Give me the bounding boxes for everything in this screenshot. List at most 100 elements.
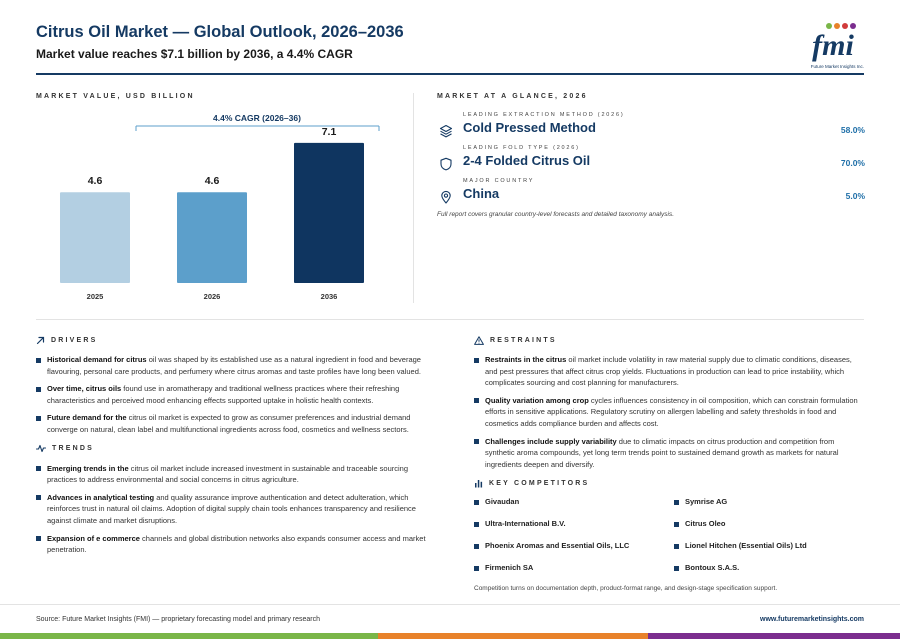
bullet-text: cycles influences consistency in oil com… bbox=[485, 395, 858, 428]
bullet-text: oil was shaped by its established use as… bbox=[47, 355, 421, 376]
trends-label: TRENDS bbox=[52, 445, 94, 453]
list-item: Historical demand for citrus oil was sha… bbox=[36, 354, 426, 377]
bullet-text: due to climatic impacts on citrus produc… bbox=[485, 436, 839, 469]
drivers-header: DRIVERS bbox=[36, 335, 426, 345]
fmi-logo: fmi bbox=[812, 23, 856, 62]
bullet-lead: Emerging trends in the bbox=[47, 463, 129, 473]
website-link[interactable]: www.futuremarketinsights.com bbox=[760, 616, 864, 623]
list-item: Future demand for the citrus oil market … bbox=[36, 412, 426, 435]
bar-2036 bbox=[294, 142, 364, 283]
chart-section-label: MARKET VALUE, USD BILLION bbox=[36, 93, 195, 100]
bullet-text: found use in aromatherapy and traditiona… bbox=[47, 384, 400, 405]
bullet-lead: Over time, citrus oils bbox=[47, 384, 122, 394]
list-item: Challenges include supply variability du… bbox=[474, 436, 864, 471]
glance-share-value: 5.0% bbox=[845, 191, 865, 201]
bullet-lead: Restraints in the citrus bbox=[485, 355, 567, 364]
x-tick-label: 2036 bbox=[321, 292, 338, 301]
glance-sub-label: MAJOR COUNTRY bbox=[463, 178, 535, 184]
glance-segment-name: 2-4 Folded Citrus Oil bbox=[463, 153, 591, 168]
bar-value-label: 4.6 bbox=[88, 175, 103, 187]
bar-2026 bbox=[177, 192, 247, 283]
competitors-note: Competition turns on documentation depth… bbox=[474, 585, 778, 593]
list-item: Advances in analytical testing and quali… bbox=[36, 492, 426, 527]
glance-sub-label: LEADING EXTRACTION METHOD (2026) bbox=[463, 112, 625, 118]
trend-line-icon bbox=[36, 445, 46, 453]
competitors-header: KEY COMPETITORS bbox=[474, 478, 864, 488]
report-header: Citrus Oil Market — Global Outlook, 2026… bbox=[36, 22, 864, 76]
footer-color-bar bbox=[0, 633, 900, 639]
market-value-chart: 4.4% CAGR (2026–36) 4.6 2025 4.6 2026 7.1 203… bbox=[60, 113, 380, 301]
bullet-text: citrus oil market include increased inve… bbox=[47, 463, 409, 485]
drivers-label: DRIVERS bbox=[51, 336, 98, 344]
competitors-label: KEY COMPETITORS bbox=[489, 479, 590, 487]
bullet-lead: Expansion of e commerce bbox=[47, 533, 140, 543]
bar-2025 bbox=[60, 192, 130, 283]
x-tick-label: 2025 bbox=[87, 292, 104, 301]
glance-item-major-country: MAJOR COUNTRY China 5.0% bbox=[437, 178, 865, 208]
competitor-item: Firmenich SA bbox=[474, 563, 674, 572]
bullet-text: channels and global distribution network… bbox=[47, 533, 426, 555]
list-item: Quality variation among crop cycles infl… bbox=[474, 395, 864, 430]
arrow-up-right-icon bbox=[36, 336, 45, 344]
competitor-item: Ultra-International B.V. bbox=[474, 519, 674, 528]
layers-icon bbox=[439, 124, 453, 138]
bar-value-label: 7.1 bbox=[322, 126, 337, 138]
column-divider bbox=[413, 93, 414, 303]
section-divider bbox=[36, 319, 864, 320]
color-bar-green bbox=[0, 633, 378, 639]
restraints-header: RESTRAINTS bbox=[474, 335, 864, 345]
glance-item-fold-type: LEADING FOLD TYPE (2026) 2-4 Folded Citr… bbox=[437, 145, 865, 175]
bullet-lead: Advances in analytical testing bbox=[47, 492, 155, 502]
restraints-label: RESTRAINTS bbox=[490, 336, 557, 344]
page-subtitle: Market value reaches $7.1 billion by 203… bbox=[36, 47, 353, 61]
drivers-list: Historical demand for citrus oil was sha… bbox=[36, 354, 426, 436]
glance-item-extraction-method: LEADING EXTRACTION METHOD (2026) Cold Pr… bbox=[437, 112, 865, 142]
x-tick-label: 2026 bbox=[204, 292, 221, 301]
logo-tagline: Future Market Insights Inc. bbox=[810, 64, 864, 69]
source-note: Source: Future Market Insights (FMI) — p… bbox=[36, 616, 320, 623]
bullet-text: oil market include volatility in raw mat… bbox=[485, 355, 852, 388]
competitor-item: Citrus Oleo bbox=[674, 519, 864, 528]
bar-chart-icon bbox=[475, 479, 483, 488]
warning-icon bbox=[474, 335, 484, 345]
location-pin-icon bbox=[441, 190, 451, 204]
trends-list: Emerging trends in the citrus oil market… bbox=[36, 463, 426, 556]
drivers-trends-column: DRIVERS Historical demand for citrus oil… bbox=[36, 335, 426, 562]
competitor-item: Symrise AG bbox=[674, 497, 864, 506]
bullet-lead: Quality variation among crop bbox=[485, 395, 589, 405]
restraints-list: Restraints in the citrus oil market incl… bbox=[474, 354, 864, 470]
color-bar-orange bbox=[378, 633, 648, 639]
list-item: Over time, citrus oils found use in arom… bbox=[36, 383, 426, 406]
glance-note: Full report covers granular country-leve… bbox=[437, 211, 675, 218]
bullet-lead: Challenges include supply variability bbox=[485, 436, 617, 446]
list-item: Restraints in the citrus oil market incl… bbox=[474, 354, 864, 389]
logo-text: fmi bbox=[812, 29, 854, 62]
glance-segment-name: China bbox=[463, 186, 500, 201]
shield-icon bbox=[440, 157, 452, 171]
header-divider bbox=[36, 73, 864, 75]
bullet-lead: Future demand for the bbox=[47, 413, 127, 423]
competitor-item: Bontoux S.A.S. bbox=[674, 563, 864, 572]
competitor-item: Phoenix Aromas and Essential Oils, LLC bbox=[474, 541, 674, 550]
competitor-item: Lionel Hitchen (Essential Oils) Ltd bbox=[674, 541, 864, 550]
bullet-lead: Historical demand for citrus bbox=[47, 355, 147, 364]
cagr-bracket: 4.4% CAGR (2026–36) bbox=[135, 113, 380, 131]
list-item: Emerging trends in the citrus oil market… bbox=[36, 463, 426, 486]
page-title: Citrus Oil Market — Global Outlook, 2026… bbox=[36, 23, 404, 41]
glance-sub-label: LEADING FOLD TYPE (2026) bbox=[463, 145, 580, 151]
competitors-grid: Givaudan Symrise AG Ultra-International … bbox=[474, 497, 864, 572]
trends-header: TRENDS bbox=[36, 444, 426, 454]
competitor-item: Givaudan bbox=[474, 497, 674, 506]
footer-divider bbox=[0, 604, 900, 605]
glance-share-value: 70.0% bbox=[840, 158, 865, 168]
glance-section-label: MARKET AT A GLANCE, 2026 bbox=[437, 93, 588, 100]
color-bar-purple bbox=[648, 633, 900, 639]
bullet-text: citrus oil market is expected to grow as… bbox=[47, 413, 411, 434]
glance-share-value: 58.0% bbox=[840, 125, 865, 135]
cagr-annotation: 4.4% CAGR (2026–36) bbox=[213, 113, 301, 123]
bar-value-label: 4.6 bbox=[205, 175, 220, 187]
glance-segment-name: Cold Pressed Method bbox=[463, 120, 596, 135]
list-item: Expansion of e commerce channels and glo… bbox=[36, 533, 426, 556]
restraints-competitors-column: RESTRAINTS Restraints in the citrus oil … bbox=[474, 335, 864, 592]
bullet-text: and quality assurance improve authentica… bbox=[47, 492, 416, 525]
